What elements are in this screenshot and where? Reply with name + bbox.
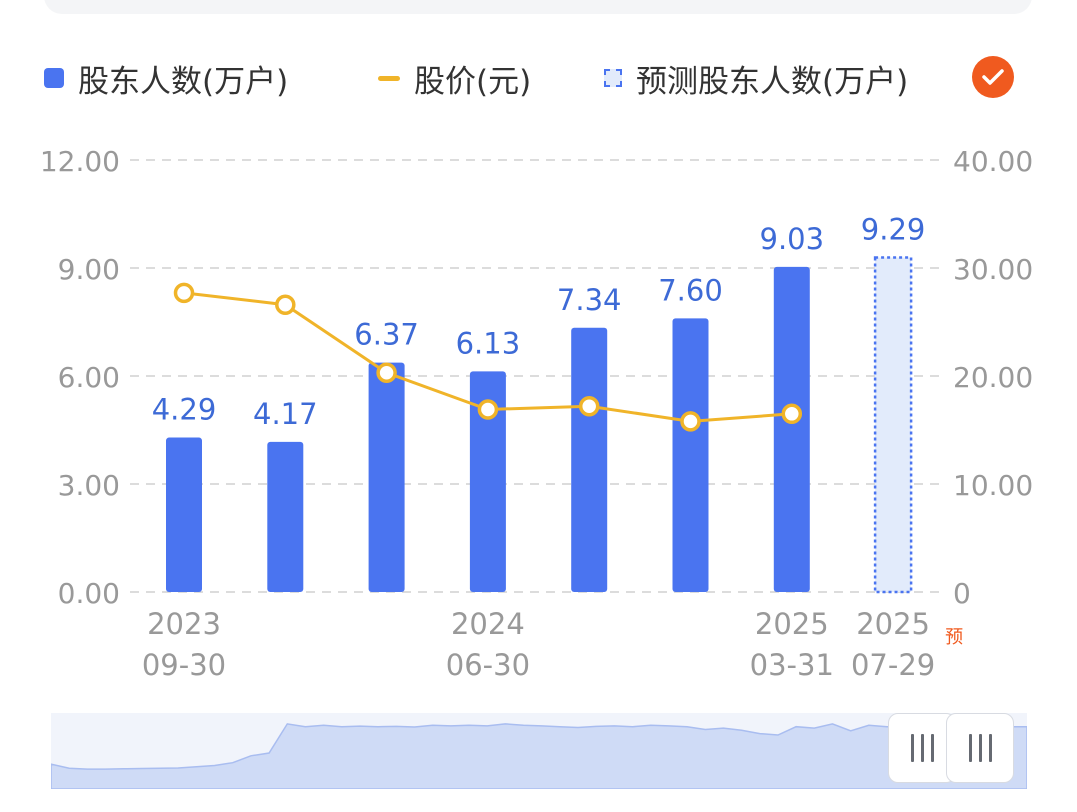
y-left-tick-label: 3.00 (58, 469, 120, 502)
legend-holders[interactable]: 股东人数(万户) (44, 48, 288, 108)
navigator-area (50, 723, 1028, 790)
y-left-tick-label: 12.00 (40, 145, 120, 178)
x-tick-year: 2024 (451, 607, 525, 641)
bar-value-label: 4.29 (152, 393, 217, 427)
bar (571, 327, 608, 592)
range-handle-right[interactable] (946, 713, 1014, 783)
price-point (477, 399, 499, 420)
y-right-tick-label: 30.00 (953, 253, 1033, 286)
bar-value-label: 6.37 (354, 318, 419, 352)
price-point (173, 282, 195, 304)
x-tick-year: 2023 (147, 607, 221, 641)
x-tick-date: 06-30 (446, 648, 530, 682)
price-point (275, 294, 296, 315)
legend-holders-label: 股东人数(万户) (78, 63, 289, 100)
line-swatch-icon (378, 75, 400, 81)
bar-swatch-icon (44, 68, 64, 88)
x-tick-year: 2025 (755, 607, 829, 641)
bar-value-label: 9.29 (861, 213, 926, 247)
bar (368, 362, 405, 592)
forecast-swatch-icon (604, 69, 622, 87)
price-point (376, 362, 397, 384)
bar-value-label: 7.60 (658, 273, 723, 307)
x-tick-date: 03-31 (750, 648, 834, 682)
bar (469, 371, 506, 592)
y-right-tick-label: 0 (953, 577, 971, 610)
bar-value-label: 9.03 (760, 222, 825, 256)
forecast-bar (873, 256, 913, 594)
chart-plot: 0.00 3.00 6.00 9.00 12.00 0 10.00 20.00 30.00 40.… (40, 145, 1033, 682)
y-left-tick-label: 9.00 (58, 253, 120, 286)
price-point (781, 403, 803, 425)
bar-value-label: 7.34 (557, 283, 622, 317)
range-navigator[interactable] (50, 713, 1028, 790)
y-right-tick-label: 20.00 (953, 361, 1033, 394)
navigator-overview (50, 713, 1028, 790)
price-point (578, 395, 600, 417)
y-left-tick-label: 6.00 (58, 361, 120, 394)
bar-value-label: 4.17 (253, 397, 318, 431)
x-tick-year: 2025 (856, 607, 930, 641)
bar-value-label: 6.13 (456, 326, 521, 360)
price-point (680, 411, 701, 432)
legend-price[interactable]: 股价(元) (378, 48, 531, 108)
y-right-tick-label: 40.00 (953, 145, 1033, 178)
check-icon[interactable] (972, 56, 1014, 98)
grip-icon (968, 734, 992, 762)
bar (166, 437, 202, 592)
bar (267, 441, 304, 592)
forecast-tag: 预 (945, 627, 963, 648)
y-left-tick-label: 0.00 (58, 577, 120, 610)
bar (672, 318, 709, 592)
legend-forecast[interactable]: 预测股东人数(万户) (604, 48, 908, 108)
bar (773, 266, 810, 592)
y-right-tick-label: 10.00 (953, 469, 1033, 502)
legend-price-label: 股价(元) (414, 63, 532, 100)
x-tick-date: 07-29 (851, 648, 935, 682)
legend-forecast-label: 预测股东人数(万户) (636, 63, 909, 100)
top-panel-edge (44, 0, 1032, 14)
grip-icon (910, 734, 934, 762)
chart-legend: 股东人数(万户) 股价(元) 预测股东人数(万户) (0, 48, 1077, 108)
x-tick-date: 09-30 (142, 648, 226, 682)
